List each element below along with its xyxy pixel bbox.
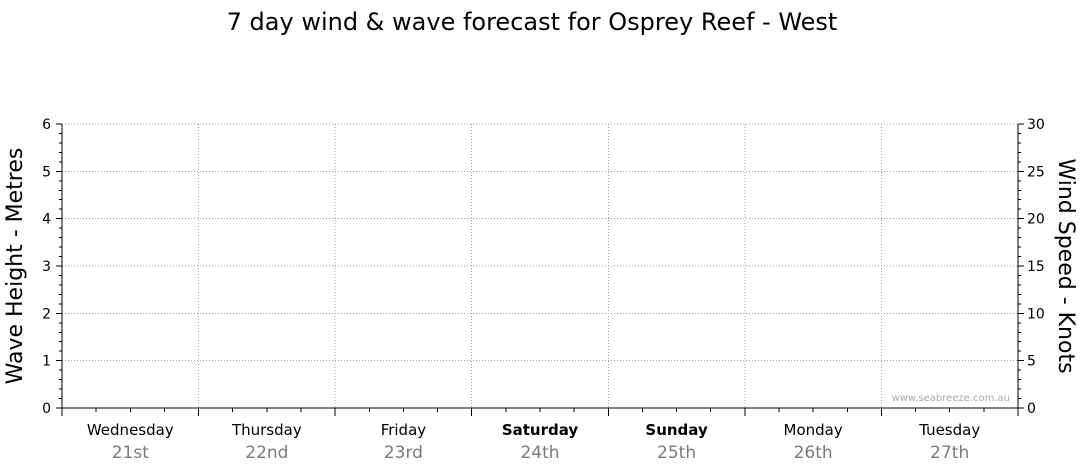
left-axis-label: Wave Height - Metres [3,148,28,385]
plot-area: 0 1 2 3 4 5 6 0 5 10 15 20 25 30 Wednesday 21st Thursday… [42,117,1045,463]
right-axis-tick-label: 30 [1027,117,1045,133]
right-axis-tick-label: 25 [1027,164,1045,180]
left-axis-tick-label: 0 [42,401,51,417]
right-axis-tick-label: 0 [1027,401,1036,417]
left-axis-tick-label: 6 [42,117,51,133]
day-name-label: Friday [381,421,427,439]
right-axis-tick-label: 5 [1027,354,1036,370]
day-date-label: 23rd [384,443,423,463]
right-axis-label: Wind Speed - Knots [1053,158,1078,373]
day-date-label: 26th [794,443,833,463]
watermark: www.seabreeze.com.au [892,393,1010,404]
day-name-label: Tuesday [918,421,980,439]
left-axis-tick-label: 3 [42,259,51,275]
day-date-label: 22nd [245,443,288,463]
right-axis-tick-label: 20 [1027,212,1045,228]
left-axis-tick-label: 2 [42,306,51,322]
day-date-label: 25th [657,443,696,463]
right-axis-tick-label: 15 [1027,259,1045,275]
day-date-label: 21st [112,443,149,463]
day-name-label: Wednesday [87,421,174,439]
day-date-label: 24th [520,443,559,463]
day-name-label: Monday [784,421,843,439]
left-axis-tick-label: 5 [42,164,51,180]
left-axis-tick-label: 4 [42,212,51,228]
day-name-label: Thursday [231,421,302,439]
right-axis-tick-label: 10 [1027,306,1045,322]
chart-title: 7 day wind & wave forecast for Osprey Re… [227,8,838,36]
day-name-label: Sunday [645,421,708,439]
day-date-label: 27th [930,443,969,463]
day-name-label: Saturday [502,421,579,439]
left-axis-tick-label: 1 [42,354,51,370]
